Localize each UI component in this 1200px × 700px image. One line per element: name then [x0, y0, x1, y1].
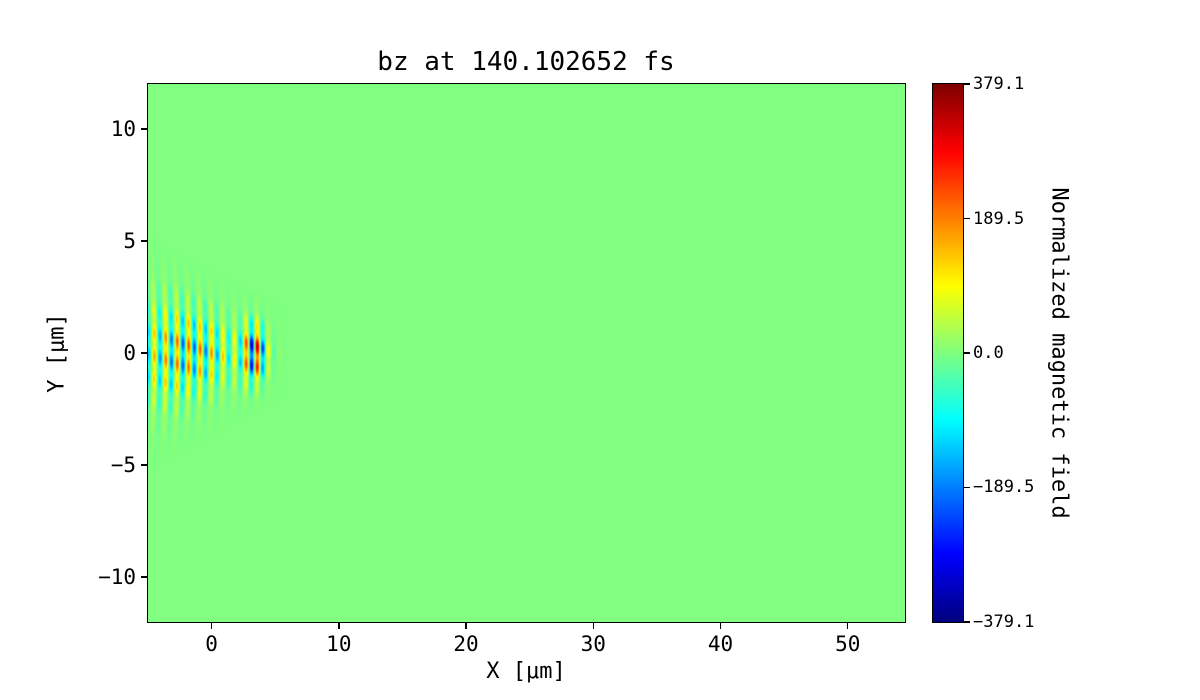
x-tick-mark	[338, 622, 340, 629]
colorbar-tick-label: −189.5	[973, 477, 1035, 498]
x-tick-label: 40	[707, 632, 734, 656]
y-tick-label: 5	[123, 228, 136, 253]
x-tick-label: 10	[326, 632, 352, 656]
plot-area	[148, 84, 905, 622]
colorbar-label: Normalized magnetic field	[1046, 187, 1072, 519]
colorbar-tick-label: −379.1	[973, 612, 1035, 632]
chart-title: bz at 140.102652 fs	[377, 47, 675, 77]
x-tick-label: 50	[835, 632, 861, 656]
y-tick-label: −10	[98, 565, 136, 590]
x-tick-mark	[719, 622, 722, 629]
y-tick-mark	[141, 464, 148, 466]
x-tick-label: 20	[453, 632, 479, 656]
y-tick-mark	[141, 128, 148, 130]
colorbar	[933, 84, 963, 622]
colorbar-tick-mark	[964, 621, 970, 623]
y-axis-label: Y [μm]	[44, 313, 70, 393]
y-tick-label: 10	[110, 116, 136, 141]
x-axis-label: X [μm]	[486, 659, 566, 684]
x-tick-mark	[465, 622, 467, 629]
y-tick-mark	[141, 352, 148, 354]
heatmap-canvas	[148, 84, 905, 622]
y-tick-label: −5	[110, 453, 136, 478]
colorbar-tick-label: 189.5	[973, 208, 1025, 229]
colorbar-tick-mark	[964, 217, 970, 220]
colorbar-tick-label: 0.0	[973, 343, 1004, 363]
y-tick-mark	[141, 576, 148, 578]
x-tick-mark	[592, 622, 595, 629]
x-tick-mark	[846, 622, 849, 629]
y-tick-mark	[141, 240, 148, 242]
colorbar-tick-mark	[964, 83, 970, 85]
x-tick-label: 30	[580, 632, 606, 656]
colorbar-tick-label: 379.1	[973, 74, 1025, 94]
x-tick-label: 0	[205, 632, 218, 656]
colorbar-tick-mark	[964, 486, 970, 489]
colorbar-tick-mark	[964, 352, 970, 354]
colorbar-canvas	[933, 84, 963, 622]
x-tick-mark	[210, 622, 213, 629]
